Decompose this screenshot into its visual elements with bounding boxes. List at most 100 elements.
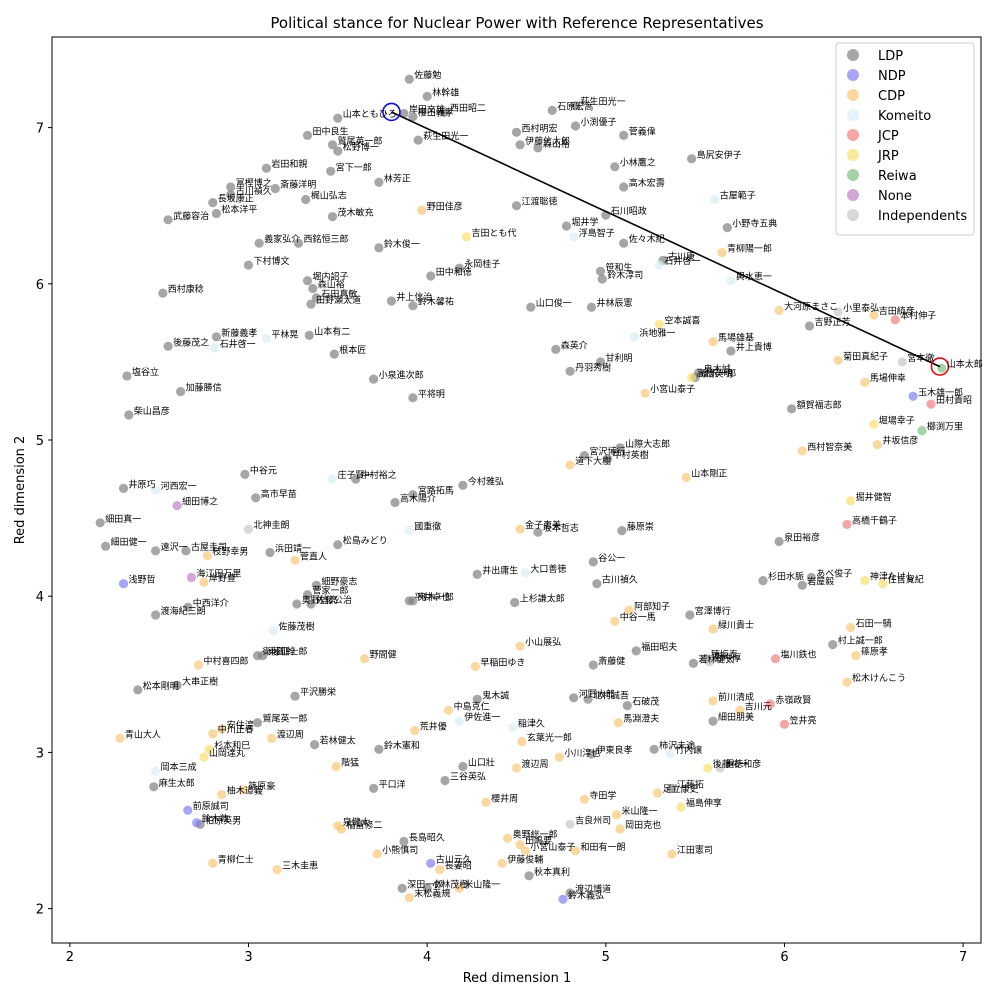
data-point <box>454 716 464 726</box>
data-point <box>408 112 418 122</box>
legend-marker <box>847 89 859 101</box>
point-label: 古屋範子 <box>720 190 756 202</box>
point-label: 鈴木憲和 <box>384 739 420 751</box>
data-point <box>243 524 254 534</box>
point-label: 秋本真利 <box>534 866 570 878</box>
data-point <box>708 716 718 726</box>
data-point <box>667 783 677 794</box>
data-point <box>615 824 625 834</box>
legend-marker <box>847 209 859 221</box>
x-tick-label: 2 <box>66 950 74 965</box>
data-point <box>588 660 598 670</box>
data-point <box>413 135 423 145</box>
point-label: 島尻安伊子 <box>697 149 742 161</box>
point-label: 浮島智子 <box>579 227 615 239</box>
point-label: 緑川貴士 <box>718 619 754 631</box>
point-label: 丹羽秀樹 <box>575 361 611 373</box>
data-point <box>202 551 212 561</box>
point-label: 永岡桂子 <box>464 258 500 270</box>
data-point <box>454 263 464 273</box>
point-label: 岡本三成 <box>161 761 197 773</box>
point-label: 衛藤征士郎 <box>263 646 308 658</box>
point-label: 茂木敏充 <box>338 207 374 219</box>
point-label: 奥野総一郎 <box>513 828 558 840</box>
data-point <box>503 833 513 843</box>
data-point <box>597 274 607 284</box>
legend-label: CDP <box>878 89 905 104</box>
point-label: 井上貴博 <box>736 341 772 353</box>
point-label: 鈴木敦 <box>202 813 229 825</box>
point-label: 堀井学 <box>572 216 599 228</box>
point-label: 岸田文雄 <box>409 104 445 116</box>
data-point <box>435 865 445 875</box>
point-label: 堀場幸子 <box>879 414 915 426</box>
point-label: 西村智奈美 <box>807 441 852 453</box>
point-label: 西村康稔 <box>168 283 204 295</box>
point-label: 山岡達丸 <box>209 747 245 759</box>
data-point <box>243 260 254 270</box>
data-point <box>327 474 338 484</box>
point-label: 米山隆一 <box>464 878 500 890</box>
data-point <box>687 372 697 383</box>
data-point <box>667 849 677 859</box>
data-point <box>404 526 414 536</box>
point-label: 福田昭夫 <box>641 641 677 653</box>
y-tick-label: 6 <box>36 278 44 293</box>
point-label: 江藤拓 <box>677 778 704 790</box>
data-point <box>717 248 727 258</box>
data-point <box>199 577 209 587</box>
point-label: 笠井亮 <box>790 714 817 726</box>
point-label: 斎藤洋明 <box>280 179 316 191</box>
data-point <box>261 333 271 344</box>
point-label: 平将明 <box>418 389 445 400</box>
point-label: 本村伸子 <box>900 310 936 322</box>
point-label: 甘利明 <box>606 352 633 364</box>
point-label: 細田博之 <box>182 496 218 508</box>
point-label: 赤嶺政賢 <box>775 694 811 706</box>
point-label: 鬼木誠 <box>482 689 509 701</box>
point-label: 早稲田ゆき <box>480 657 525 669</box>
point-label: 井坂信彦 <box>882 435 918 447</box>
point-label: 櫛渕万里 <box>927 421 963 433</box>
point-label: 青柳仁士 <box>218 853 254 865</box>
point-label: 古川禎久 <box>236 185 272 197</box>
data-point <box>211 332 221 342</box>
data-point <box>270 183 280 194</box>
point-label: 後藤茂之 <box>173 336 209 348</box>
data-point <box>408 393 418 403</box>
point-label: 西田昭二 <box>450 103 486 114</box>
point-label: 小林鷹之 <box>620 157 656 169</box>
data-point <box>653 788 663 798</box>
data-point <box>688 658 699 669</box>
point-label: 福島伸享 <box>686 797 722 809</box>
data-point <box>579 794 590 804</box>
data-point <box>579 451 590 461</box>
data-point <box>517 736 527 747</box>
point-label: 今村雅弘 <box>468 475 504 487</box>
point-label: 河西宏一 <box>161 480 197 492</box>
data-point <box>472 694 482 704</box>
point-label: 田中良生 <box>313 125 349 137</box>
data-point <box>515 840 525 850</box>
data-point <box>399 836 409 847</box>
point-label: 小里泰弘 <box>843 302 879 314</box>
data-point <box>290 555 300 565</box>
point-label: 松本洋平 <box>221 204 257 216</box>
point-label: 森山裕 <box>318 279 345 291</box>
data-point <box>708 696 718 706</box>
data-point <box>327 140 338 150</box>
data-point <box>118 579 129 589</box>
data-point <box>708 337 718 347</box>
legend-marker <box>847 109 859 121</box>
data-point <box>846 496 856 506</box>
data-point <box>158 288 168 298</box>
point-label: 平林晃 <box>271 329 298 341</box>
point-label: 西銘恒三郎 <box>304 233 349 245</box>
data-point <box>842 519 852 530</box>
data-point <box>797 580 807 590</box>
point-label: 櫻田義孝 <box>418 107 454 119</box>
data-point <box>619 130 629 140</box>
point-label: 高木宏壽 <box>629 177 665 189</box>
data-point <box>779 719 790 729</box>
data-point <box>797 446 807 456</box>
